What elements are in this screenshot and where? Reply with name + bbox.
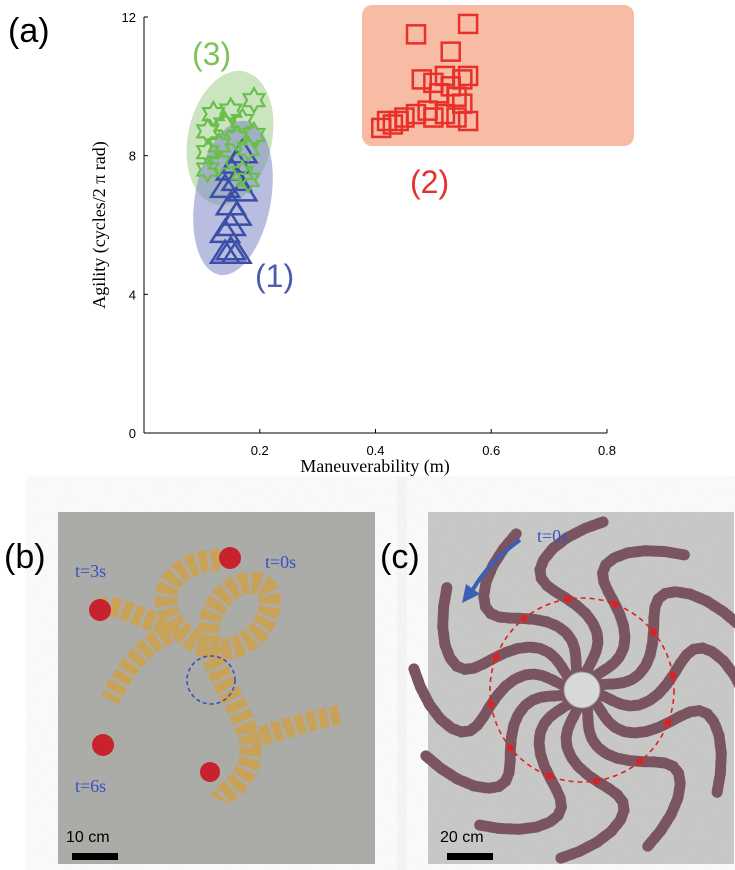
- arm-marker: [546, 772, 553, 779]
- y-tick-label: 8: [129, 149, 136, 164]
- panel-label: (c): [380, 538, 420, 576]
- panel-label: (a): [8, 12, 50, 50]
- x-tick-label: 0.6: [482, 443, 500, 458]
- scale-label: 20 cm: [440, 829, 484, 846]
- x-axis-label: Maneuverability (m): [300, 456, 449, 477]
- figure: (a) 0.20.40.60.804812(1)(2)(3) Maneuvera…: [0, 0, 735, 870]
- x-tick-label: 0.8: [598, 443, 616, 458]
- y-tick-label: 12: [122, 10, 136, 25]
- y-tick-label: 0: [129, 426, 136, 441]
- scale-label: 10 cm: [66, 829, 110, 846]
- robot-head: [219, 547, 241, 569]
- robot-head: [200, 762, 220, 782]
- series-label: (3): [192, 36, 231, 72]
- robot-hub: [564, 672, 600, 708]
- time-label: t=0s: [537, 526, 568, 546]
- scale-bar: [447, 853, 493, 860]
- series-label: (1): [255, 258, 294, 294]
- time-label: t=3s: [75, 561, 106, 581]
- scale-bar: [72, 853, 118, 860]
- robot-head: [92, 734, 114, 756]
- arm-marker: [493, 654, 500, 661]
- time-label: t=0s: [265, 552, 296, 572]
- y-tick-label: 4: [129, 287, 136, 302]
- series-label: (2): [410, 164, 449, 200]
- panel-label: (b): [4, 538, 46, 576]
- y-axis-label: Agility (cycles/2 π rad): [89, 141, 110, 309]
- arm-marker: [664, 719, 671, 726]
- robot-head: [89, 599, 111, 621]
- x-tick-label: 0.2: [251, 443, 269, 458]
- arm-marker: [611, 601, 618, 608]
- time-label: t=6s: [75, 776, 106, 796]
